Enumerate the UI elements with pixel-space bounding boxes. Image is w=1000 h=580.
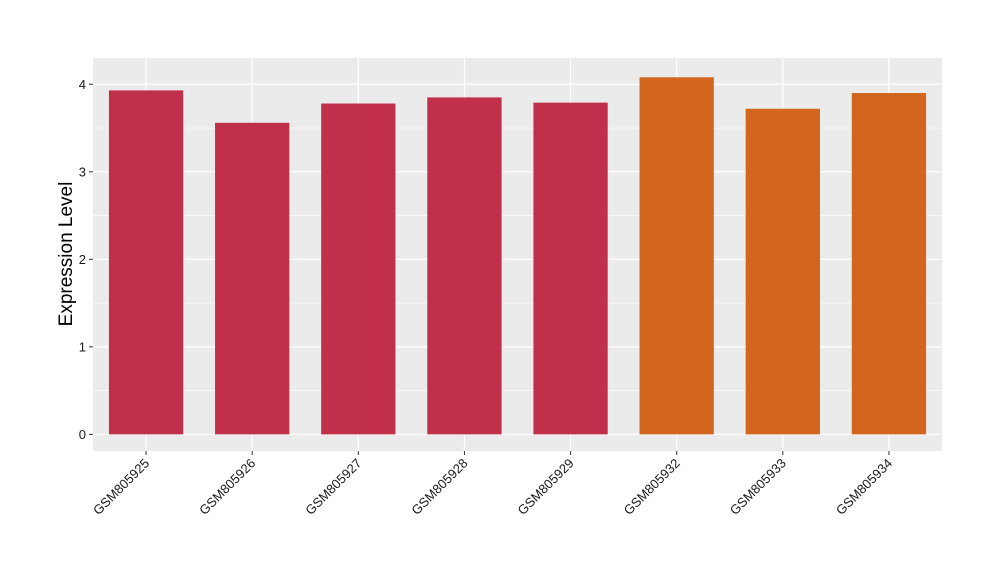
x-tick-label: GSM805933 (727, 456, 789, 518)
bar-GSM805927 (321, 103, 396, 435)
bar-GSM805934 (851, 93, 927, 435)
x-tick-label: GSM805926 (196, 456, 258, 518)
bar-GSM805929 (533, 102, 608, 435)
bar-GSM805925 (108, 90, 184, 435)
bar-GSM805933 (745, 108, 820, 435)
x-tick-label: GSM805927 (302, 456, 364, 518)
bar-GSM805932 (639, 77, 714, 435)
y-tick-label: 2 (79, 252, 86, 267)
y-axis: 0 1 2 3 4 (79, 77, 93, 442)
x-tick-label: GSM805928 (408, 456, 470, 518)
y-tick-label: 1 (79, 339, 86, 354)
bar-GSM805928 (427, 97, 502, 435)
y-tick-label: 0 (79, 427, 86, 442)
bars (108, 77, 927, 435)
bar-GSM805926 (215, 122, 290, 435)
x-tick-label: GSM805934 (833, 456, 895, 518)
y-tick-label: 3 (79, 164, 86, 179)
x-tick-label: GSM805925 (90, 456, 152, 518)
x-tick-label: GSM805932 (621, 456, 683, 518)
x-axis: GSM805925 GSM805926 GSM805927 GSM805928 GSM8… (90, 451, 895, 518)
y-axis-title: Expression Level (56, 182, 77, 327)
y-tick-label: 4 (79, 77, 86, 92)
x-tick-label: GSM805929 (514, 456, 576, 518)
